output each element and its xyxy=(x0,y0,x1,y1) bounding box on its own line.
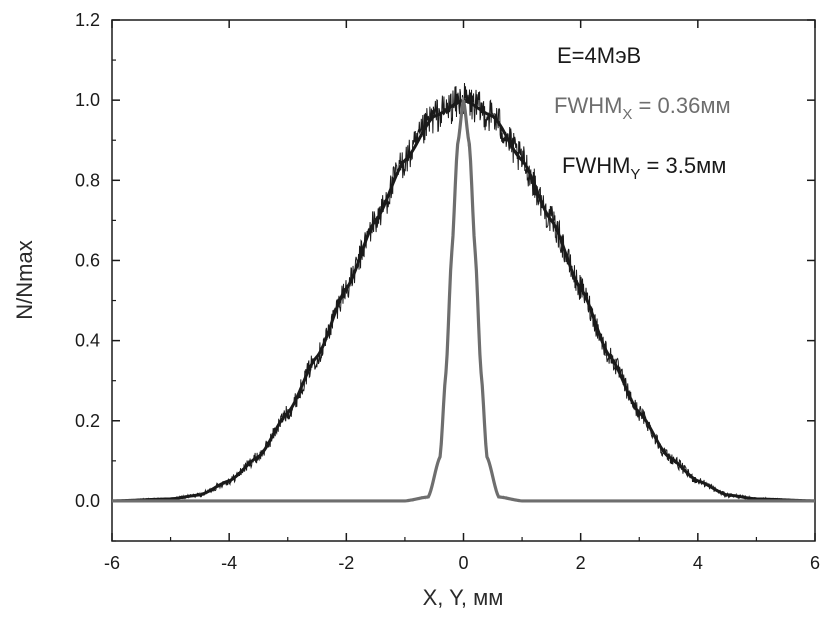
y-tick-label: 0.4 xyxy=(75,331,100,351)
y-tick-label: 0.2 xyxy=(75,411,100,431)
y-axis-title: N/Nmax xyxy=(12,240,37,319)
fwhm-y-subscript: Y xyxy=(630,166,640,183)
x-tick-label: -4 xyxy=(221,553,237,573)
x-tick-label: 4 xyxy=(693,553,703,573)
fwhm-y-value: = 3.5мм xyxy=(640,153,726,178)
fwhm-x-subscript: X xyxy=(622,106,632,123)
x-tick-label: 0 xyxy=(458,553,468,573)
y-tick-label: 0.8 xyxy=(75,170,100,190)
y-tick-label: 0.0 xyxy=(75,491,100,511)
fwhm-x-value: = 0.36мм xyxy=(632,93,730,118)
x-tick-label: 6 xyxy=(810,553,820,573)
x-axis-title: X, Y, мм xyxy=(423,585,504,610)
fwhm-y-annotation: FWHMY = 3.5мм xyxy=(562,153,726,183)
y-tick-label: 1.2 xyxy=(75,10,100,30)
x-tick-label: 2 xyxy=(576,553,586,573)
axis-tick-labels: -6 -4 -2 0 2 4 6 0.0 0.2 0.4 0.6 0.8 1.0 1.2 xyxy=(75,10,820,573)
fwhm-x-annotation: FWHMX = 0.36мм xyxy=(554,93,731,123)
fwhm-y-prefix: FWHM xyxy=(562,153,630,178)
data-curves xyxy=(111,83,816,503)
y-tick-label: 1.0 xyxy=(75,90,100,110)
x-tick-label: -6 xyxy=(104,553,120,573)
series-1-peak xyxy=(112,99,815,503)
series-0-noisy xyxy=(111,83,816,503)
fwhm-x-prefix: FWHM xyxy=(554,93,622,118)
y-tick-label: 0.6 xyxy=(75,250,100,270)
energy-annotation: E=4МэВ xyxy=(557,43,641,68)
x-tick-label: -2 xyxy=(338,553,354,573)
